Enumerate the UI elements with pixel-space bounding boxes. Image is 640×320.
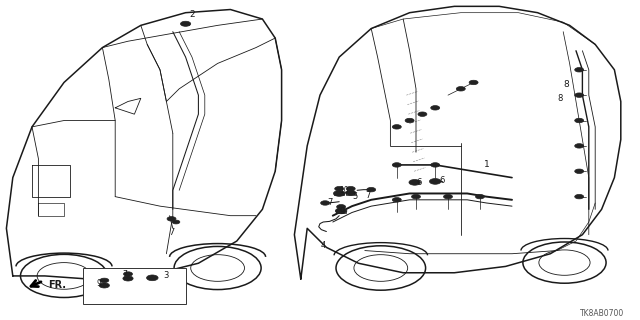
- Text: 2: 2: [189, 10, 195, 19]
- Text: 8: 8: [564, 80, 569, 89]
- Circle shape: [346, 187, 355, 191]
- Text: TK8AB0700: TK8AB0700: [580, 309, 624, 318]
- Circle shape: [346, 190, 356, 196]
- Circle shape: [147, 275, 158, 281]
- Text: FR.: FR.: [48, 280, 66, 291]
- Text: 9: 9: [97, 279, 102, 288]
- Text: 8: 8: [557, 94, 563, 103]
- Circle shape: [476, 195, 484, 199]
- Text: 6: 6: [417, 178, 422, 187]
- Circle shape: [123, 276, 133, 281]
- Circle shape: [337, 204, 346, 209]
- Text: 3: 3: [164, 271, 169, 280]
- Circle shape: [167, 217, 176, 221]
- Circle shape: [180, 21, 191, 26]
- Text: 4: 4: [321, 241, 326, 250]
- Circle shape: [392, 125, 401, 129]
- Circle shape: [431, 106, 440, 110]
- Circle shape: [392, 163, 401, 167]
- Circle shape: [405, 118, 414, 123]
- Circle shape: [431, 163, 440, 167]
- Text: 7: 7: [365, 190, 371, 200]
- Circle shape: [575, 169, 584, 173]
- Circle shape: [575, 68, 584, 72]
- Circle shape: [99, 283, 109, 288]
- Circle shape: [321, 201, 330, 205]
- Circle shape: [100, 278, 109, 283]
- Circle shape: [575, 118, 584, 123]
- Circle shape: [367, 188, 376, 192]
- Circle shape: [335, 208, 347, 214]
- Circle shape: [429, 179, 441, 184]
- Circle shape: [575, 144, 584, 148]
- Text: 7: 7: [122, 270, 127, 279]
- Circle shape: [392, 197, 401, 202]
- Circle shape: [456, 87, 465, 91]
- Circle shape: [412, 195, 420, 199]
- Circle shape: [575, 93, 584, 97]
- Circle shape: [409, 180, 420, 185]
- Text: 9: 9: [340, 207, 345, 216]
- Text: 7: 7: [327, 198, 332, 207]
- Circle shape: [444, 195, 452, 199]
- Circle shape: [469, 80, 478, 85]
- Bar: [83, 268, 186, 304]
- Text: 10: 10: [339, 187, 349, 196]
- Circle shape: [335, 187, 344, 191]
- Circle shape: [575, 195, 584, 199]
- Text: 1: 1: [484, 160, 489, 169]
- Text: 6: 6: [439, 176, 444, 185]
- Circle shape: [172, 220, 180, 224]
- Circle shape: [418, 112, 427, 116]
- Text: 5: 5: [353, 191, 358, 201]
- Circle shape: [333, 191, 345, 196]
- Circle shape: [124, 272, 132, 276]
